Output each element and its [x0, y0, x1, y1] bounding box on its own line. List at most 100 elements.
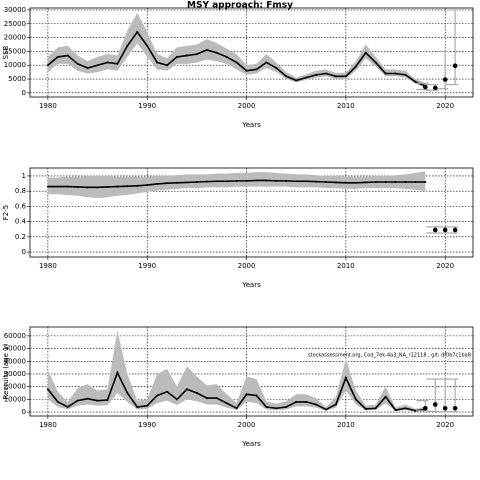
estimate-point	[265, 61, 268, 64]
estimate-point	[344, 181, 347, 184]
estimate-point	[195, 181, 198, 184]
forecast-point	[452, 227, 458, 233]
estimate-point	[225, 180, 228, 183]
forecast-point	[423, 405, 428, 411]
estimate-point	[126, 185, 129, 188]
estimate-point	[324, 72, 327, 75]
x-tick-label: 2010	[337, 421, 355, 429]
estimate-point	[46, 185, 49, 188]
confidence-band	[47, 171, 426, 198]
estimate-point	[394, 409, 397, 412]
estimate-point	[285, 405, 288, 408]
estimate-point	[76, 62, 79, 65]
estimate-point	[315, 180, 318, 183]
estimate-point	[354, 65, 357, 68]
estimate-point	[245, 179, 248, 182]
y-tick-label: 30000	[4, 6, 26, 14]
estimate-point	[46, 388, 49, 391]
y-tick-label: 40000	[4, 357, 26, 365]
estimate-point	[116, 62, 119, 65]
estimate-point	[146, 184, 149, 187]
estimate-point	[305, 76, 308, 79]
y-tick-label: 10000	[4, 61, 26, 69]
x-tick-label: 1990	[138, 421, 156, 429]
estimate-point	[235, 407, 238, 410]
estimate-point	[66, 405, 69, 408]
x-tick-label: 1990	[138, 102, 156, 110]
estimate-point	[156, 182, 159, 185]
y-tick-label: 20000	[4, 383, 26, 391]
estimate-point	[245, 393, 248, 396]
y-tick-label: 0.2	[15, 233, 26, 241]
estimate-point	[404, 181, 407, 184]
forecast-point	[452, 63, 458, 69]
x-tick-label: 2010	[337, 262, 355, 270]
estimate-point	[185, 388, 188, 391]
x-tick-label: 1980	[39, 262, 57, 270]
estimate-point	[96, 64, 99, 67]
x-tick-label: 1990	[138, 262, 156, 270]
estimate-point	[334, 403, 337, 406]
estimate-point	[56, 400, 59, 403]
plot-frame	[29, 326, 474, 417]
forecast-point	[442, 77, 448, 82]
estimate-point	[235, 179, 238, 182]
estimate-point	[255, 68, 258, 71]
estimate-point	[86, 397, 89, 400]
estimate-point	[136, 405, 139, 408]
y-tick-label: 5000	[8, 75, 26, 83]
estimate-point	[185, 181, 188, 184]
x-tick-label: 2020	[436, 102, 454, 110]
estimate-point	[255, 179, 258, 182]
estimate-point	[205, 397, 208, 400]
plot-frame	[29, 7, 474, 98]
estimate-point	[305, 400, 308, 403]
estimate-point	[146, 404, 149, 407]
estimate-point	[126, 44, 129, 47]
x-axis-label: Years	[241, 440, 261, 448]
estimate-point	[394, 181, 397, 184]
estimate-point	[166, 64, 169, 67]
y-tick-label: 0.6	[15, 202, 27, 210]
estimate-point	[156, 61, 159, 64]
estimate-point	[205, 49, 208, 52]
estimate-point	[374, 181, 377, 184]
forecast-point	[432, 227, 438, 233]
estimate-point	[295, 400, 298, 403]
confidence-band	[47, 330, 426, 412]
estimate-point	[215, 180, 218, 183]
estimate-point	[106, 399, 109, 402]
estimate-point	[176, 181, 179, 184]
x-axis-label: Years	[241, 281, 261, 289]
estimate-point	[116, 185, 119, 188]
x-tick-label: 2010	[337, 102, 355, 110]
estimate-point	[255, 394, 258, 397]
estimate-point	[295, 180, 298, 183]
estimate-point	[364, 181, 367, 184]
x-tick-label: 1980	[39, 102, 57, 110]
estimate-point	[215, 51, 218, 54]
estimate-point	[86, 186, 89, 189]
estimate-point	[384, 72, 387, 75]
estimate-point	[46, 64, 49, 67]
y-tick-label: 30000	[4, 370, 26, 378]
estimate-point	[315, 73, 318, 76]
estimate-point	[305, 180, 308, 183]
forecast-point	[452, 405, 458, 411]
estimate-point	[354, 398, 357, 401]
x-tick-label: 2020	[436, 262, 454, 270]
estimate-point	[235, 61, 238, 64]
estimate-point	[176, 55, 179, 58]
estimate-point	[414, 409, 417, 412]
estimate-point	[384, 181, 387, 184]
estimate-point	[86, 66, 89, 69]
estimate-point	[96, 186, 99, 189]
estimate-point	[76, 185, 79, 188]
estimate-point	[146, 44, 149, 47]
estimate-point	[176, 398, 179, 401]
estimate-point	[66, 185, 69, 188]
estimate-point	[56, 55, 59, 58]
y-axis-label: Recruits (age 1)	[2, 343, 10, 399]
annotation: stockassessment.org, Cod_7ek-4a3_NA_r121…	[308, 353, 471, 359]
